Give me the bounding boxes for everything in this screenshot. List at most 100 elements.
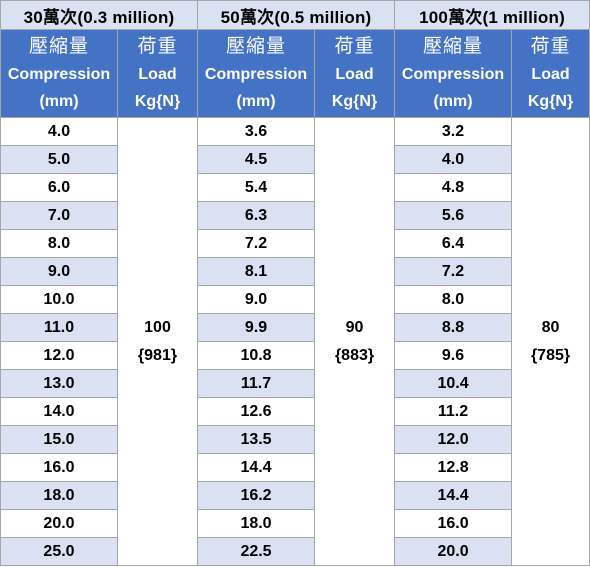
compression-value-cell: 8.8 <box>394 313 513 342</box>
compression-value-cell: 13.5 <box>197 425 316 454</box>
compression-header-unit: (mm) <box>39 92 79 110</box>
table-row: 8.0 7.2 6.4 <box>0 229 590 258</box>
table-row: 4.0 100 {981} 3.6 90 {883} 3.2 80 {785} <box>0 117 590 566</box>
load-header-en: Load <box>138 65 177 83</box>
load-header-zh: 荷重 <box>530 35 571 57</box>
compression-header-unit: (mm) <box>433 92 473 110</box>
table-row: 11.0 9.9 8.8 <box>0 313 590 342</box>
compression-value-cell: 8.0 <box>0 229 118 258</box>
table-row: 7.0 6.3 5.6 <box>0 201 590 230</box>
table-body: 4.0 100 {981} 3.6 90 {883} 3.2 80 {785} 5.0 4.5 4.0… <box>0 117 590 566</box>
compression-value-cell: 7.2 <box>394 257 513 286</box>
compression-value-cell: 13.0 <box>0 369 118 398</box>
compression-header-zh: 壓縮量 <box>226 35 287 57</box>
load-header-unit: Kg{N} <box>527 92 574 110</box>
compression-header-unit: (mm) <box>236 92 276 110</box>
group-title-2: 100萬次(1 million) <box>394 0 590 30</box>
compression-value-cell: 5.0 <box>0 145 118 174</box>
compression-value-cell: 14.0 <box>0 397 118 426</box>
compression-value-cell: 5.4 <box>197 173 316 202</box>
load-header-zh: 荷重 <box>334 35 375 57</box>
load-kg-value: 90 <box>345 318 364 336</box>
compression-value-cell: 4.8 <box>394 173 513 202</box>
compression-header-en: Compression <box>401 65 505 83</box>
compression-value-cell: 7.2 <box>197 229 316 258</box>
load-value-cell: 80 {785} <box>511 117 590 566</box>
load-header: 荷重 Load Kg{N} <box>314 29 396 118</box>
compression-value-cell: 6.0 <box>0 173 118 202</box>
compression-value-cell: 15.0 <box>0 425 118 454</box>
compression-value-cell: 7.0 <box>0 201 118 230</box>
table-row: 6.0 5.4 4.8 <box>0 173 590 202</box>
compression-value-cell: 11.0 <box>0 313 118 342</box>
compression-value-cell: 12.0 <box>0 341 118 370</box>
load-header-en: Load <box>531 65 570 83</box>
compression-value-cell: 18.0 <box>0 481 118 510</box>
group-header-row: 30萬次(0.3 million) 50萬次(0.5 million) 100萬… <box>0 0 590 30</box>
compression-value-cell: 14.4 <box>394 481 513 510</box>
compression-header-zh: 壓縮量 <box>28 35 89 57</box>
compression-value-cell: 4.0 <box>0 117 118 146</box>
load-newton-value: {883} <box>334 346 375 364</box>
compression-value-cell: 14.4 <box>197 453 316 482</box>
compression-value-cell: 12.8 <box>394 453 513 482</box>
group-title-0: 30萬次(0.3 million) <box>0 0 199 30</box>
load-header-unit: Kg{N} <box>331 92 378 110</box>
table-row: 12.0 10.8 9.6 <box>0 341 590 370</box>
compression-value-cell: 11.2 <box>394 397 513 426</box>
compression-value-cell: 3.6 <box>197 117 316 146</box>
table-row: 25.0 22.5 20.0 <box>0 537 590 566</box>
compression-header-en: Compression <box>204 65 308 83</box>
table-row: 13.0 11.7 10.4 <box>0 369 590 398</box>
load-kg-value: 80 <box>541 318 560 336</box>
load-newton-value: {785} <box>530 346 571 364</box>
compression-value-cell: 10.0 <box>0 285 118 314</box>
column-header-row: 壓縮量 Compression (mm) 荷重 Load Kg{N} 壓縮量 Compre… <box>0 29 590 118</box>
compression-value-cell: 22.5 <box>197 537 316 566</box>
compression-value-cell: 5.6 <box>394 201 513 230</box>
table-row: 9.0 8.1 7.2 <box>0 257 590 286</box>
table-row: 10.0 9.0 8.0 <box>0 285 590 314</box>
compression-value-cell: 9.6 <box>394 341 513 370</box>
load-header-zh: 荷重 <box>137 35 178 57</box>
table-row: 15.0 13.5 12.0 <box>0 425 590 454</box>
table-row: 20.0 18.0 16.0 <box>0 509 590 538</box>
compression-value-cell: 10.4 <box>394 369 513 398</box>
load-header-unit: Kg{N} <box>134 92 181 110</box>
compression-value-cell: 6.4 <box>394 229 513 258</box>
compression-value-cell: 3.2 <box>394 117 513 146</box>
compression-header: 壓縮量 Compression (mm) <box>394 29 513 118</box>
compression-value-cell: 9.9 <box>197 313 316 342</box>
compression-value-cell: 20.0 <box>394 537 513 566</box>
load-newton-value: {981} <box>137 346 178 364</box>
compression-value-cell: 25.0 <box>0 537 118 566</box>
compression-value-cell: 6.3 <box>197 201 316 230</box>
load-header: 荷重 Load Kg{N} <box>116 29 199 118</box>
compression-header-zh: 壓縮量 <box>423 35 484 57</box>
load-header-en: Load <box>335 65 374 83</box>
compression-value-cell: 8.0 <box>394 285 513 314</box>
compression-value-cell: 12.6 <box>197 397 316 426</box>
group-title-1: 50萬次(0.5 million) <box>197 0 396 30</box>
load-kg-value: 100 <box>144 318 171 336</box>
compression-value-cell: 16.2 <box>197 481 316 510</box>
compression-value-cell: 4.5 <box>197 145 316 174</box>
compression-value-cell: 9.0 <box>197 285 316 314</box>
load-value-cell: 90 {883} <box>314 117 396 566</box>
compression-value-cell: 12.0 <box>394 425 513 454</box>
compression-header: 壓縮量 Compression (mm) <box>197 29 316 118</box>
compression-value-cell: 4.0 <box>394 145 513 174</box>
load-header: 荷重 Load Kg{N} <box>511 29 590 118</box>
compression-value-cell: 10.8 <box>197 341 316 370</box>
table-row: 14.0 12.6 11.2 <box>0 397 590 426</box>
compression-header-en: Compression <box>7 65 111 83</box>
table-row: 5.0 4.5 4.0 <box>0 145 590 174</box>
compression-value-cell: 20.0 <box>0 509 118 538</box>
compression-value-cell: 9.0 <box>0 257 118 286</box>
compression-value-cell: 18.0 <box>197 509 316 538</box>
load-value-cell: 100 {981} <box>116 117 199 566</box>
table-row: 18.0 16.2 14.4 <box>0 481 590 510</box>
compression-header: 壓縮量 Compression (mm) <box>0 29 118 118</box>
compression-value-cell: 16.0 <box>394 509 513 538</box>
